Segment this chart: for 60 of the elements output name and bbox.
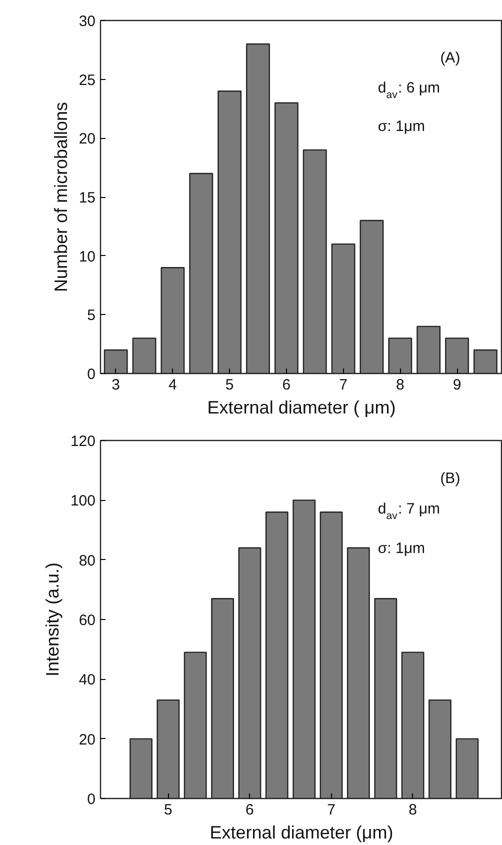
bar — [246, 43, 270, 374]
bar — [360, 220, 384, 374]
bar — [132, 338, 156, 374]
x-tick-label: 4 — [168, 376, 177, 394]
bar — [320, 512, 343, 798]
bar — [184, 652, 207, 798]
x-tick-label: 5 — [164, 802, 172, 818]
x-tick-label: 8 — [396, 376, 404, 394]
bar — [473, 349, 498, 374]
y-tick-label: 15 — [78, 190, 96, 206]
annotation: σ: 1μm — [378, 118, 425, 136]
bar — [292, 500, 316, 798]
bar — [456, 738, 479, 798]
x-tick-label: 7 — [327, 802, 336, 818]
bar — [218, 90, 242, 374]
bar — [331, 243, 356, 374]
y-tick-label: 20 — [78, 130, 96, 148]
bar — [238, 547, 262, 798]
bar — [416, 326, 441, 374]
bar — [428, 699, 452, 798]
bar — [374, 598, 398, 798]
bar — [401, 652, 424, 798]
y-tick-label: 25 — [78, 72, 96, 89]
x-tick-label: 6 — [246, 802, 254, 818]
y-tick-label: 10 — [78, 248, 96, 266]
y-tick-label: 20 — [78, 731, 96, 748]
bar — [388, 338, 412, 374]
y-tick-label: 5 — [87, 307, 96, 324]
bar — [211, 598, 234, 798]
annotation: σ: 1μm — [378, 540, 425, 557]
bar — [346, 547, 370, 798]
y-tick-label: 40 — [78, 672, 96, 689]
y-tick-label: 120 — [70, 433, 96, 450]
bar — [130, 738, 152, 798]
y-tick-label: 80 — [78, 552, 96, 570]
annotation: (B) — [440, 470, 460, 488]
bar — [265, 512, 288, 798]
bar — [156, 699, 180, 798]
bar — [302, 149, 327, 374]
x-tick-label: 3 — [112, 376, 120, 394]
x-tick-label: 8 — [408, 802, 417, 818]
y-axis-title: Number of microballons — [50, 102, 71, 292]
x-tick-label: 5 — [225, 376, 234, 394]
x-axis-title: External diameter (μm) — [210, 822, 394, 842]
bar — [160, 267, 185, 374]
y-tick-label: 30 — [78, 13, 96, 30]
x-tick-label: 9 — [452, 376, 462, 394]
y-tick-label: 0 — [87, 791, 96, 808]
y-tick-label: 100 — [70, 492, 96, 510]
y-tick-label: 60 — [78, 612, 96, 629]
bar — [189, 172, 214, 374]
x-tick-label: 6 — [282, 376, 291, 394]
x-tick-label: 7 — [339, 376, 348, 394]
y-tick-label: 0 — [87, 366, 96, 383]
bar — [104, 349, 128, 374]
bar — [274, 102, 298, 374]
bar — [445, 338, 469, 374]
y-axis-title: Intensity (a.u.) — [42, 562, 62, 677]
x-axis-title: External diameter ( μm) — [207, 398, 396, 418]
annotation: (A) — [440, 49, 460, 66]
